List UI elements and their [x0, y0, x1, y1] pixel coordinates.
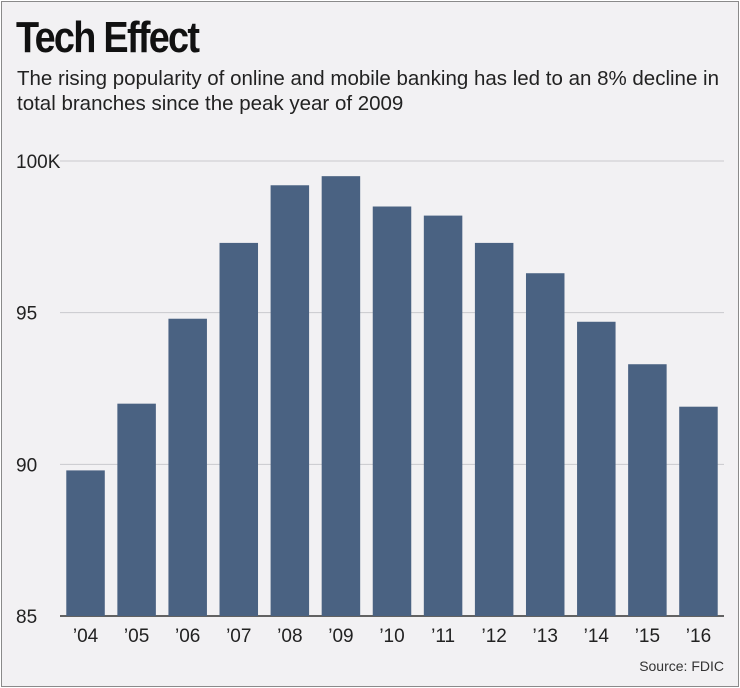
- bar: [423, 215, 463, 616]
- x-tick-label: ’08: [277, 626, 302, 647]
- chart-title: Tech Effect: [16, 13, 200, 62]
- y-tick-label: 95: [16, 304, 37, 325]
- y-tick-label: 90: [16, 455, 37, 476]
- x-tick-label: ’04: [73, 626, 99, 647]
- bar: [219, 242, 259, 616]
- x-tick-label: ’06: [175, 626, 200, 647]
- bar: [372, 206, 412, 616]
- x-tick-label: ’07: [226, 626, 251, 647]
- x-tick-label: ’05: [124, 626, 149, 647]
- x-tick-label: ’11: [431, 626, 455, 647]
- bar: [577, 321, 616, 616]
- bar: [679, 406, 718, 616]
- x-tick-label: ’16: [686, 626, 711, 647]
- x-tick-label: ’13: [533, 626, 558, 647]
- y-tick-label: 100K: [16, 152, 61, 173]
- x-tick-label: ’10: [379, 626, 404, 647]
- bar: [66, 470, 105, 616]
- source-note: Source: FDIC: [639, 658, 724, 674]
- x-tick-label: ’09: [328, 626, 353, 647]
- y-tick-label: 85: [16, 607, 37, 628]
- x-tick-label: ’12: [481, 626, 506, 647]
- bar: [117, 403, 156, 616]
- bar: [321, 176, 361, 616]
- bar: [525, 273, 565, 616]
- bar: [628, 364, 667, 616]
- bar: [270, 185, 310, 616]
- x-tick-label: ’15: [635, 626, 660, 647]
- bar: [474, 242, 514, 616]
- bar: [168, 318, 207, 616]
- chart-subtitle: The rising popularity of online and mobi…: [17, 67, 720, 115]
- x-tick-label: ’14: [584, 626, 610, 647]
